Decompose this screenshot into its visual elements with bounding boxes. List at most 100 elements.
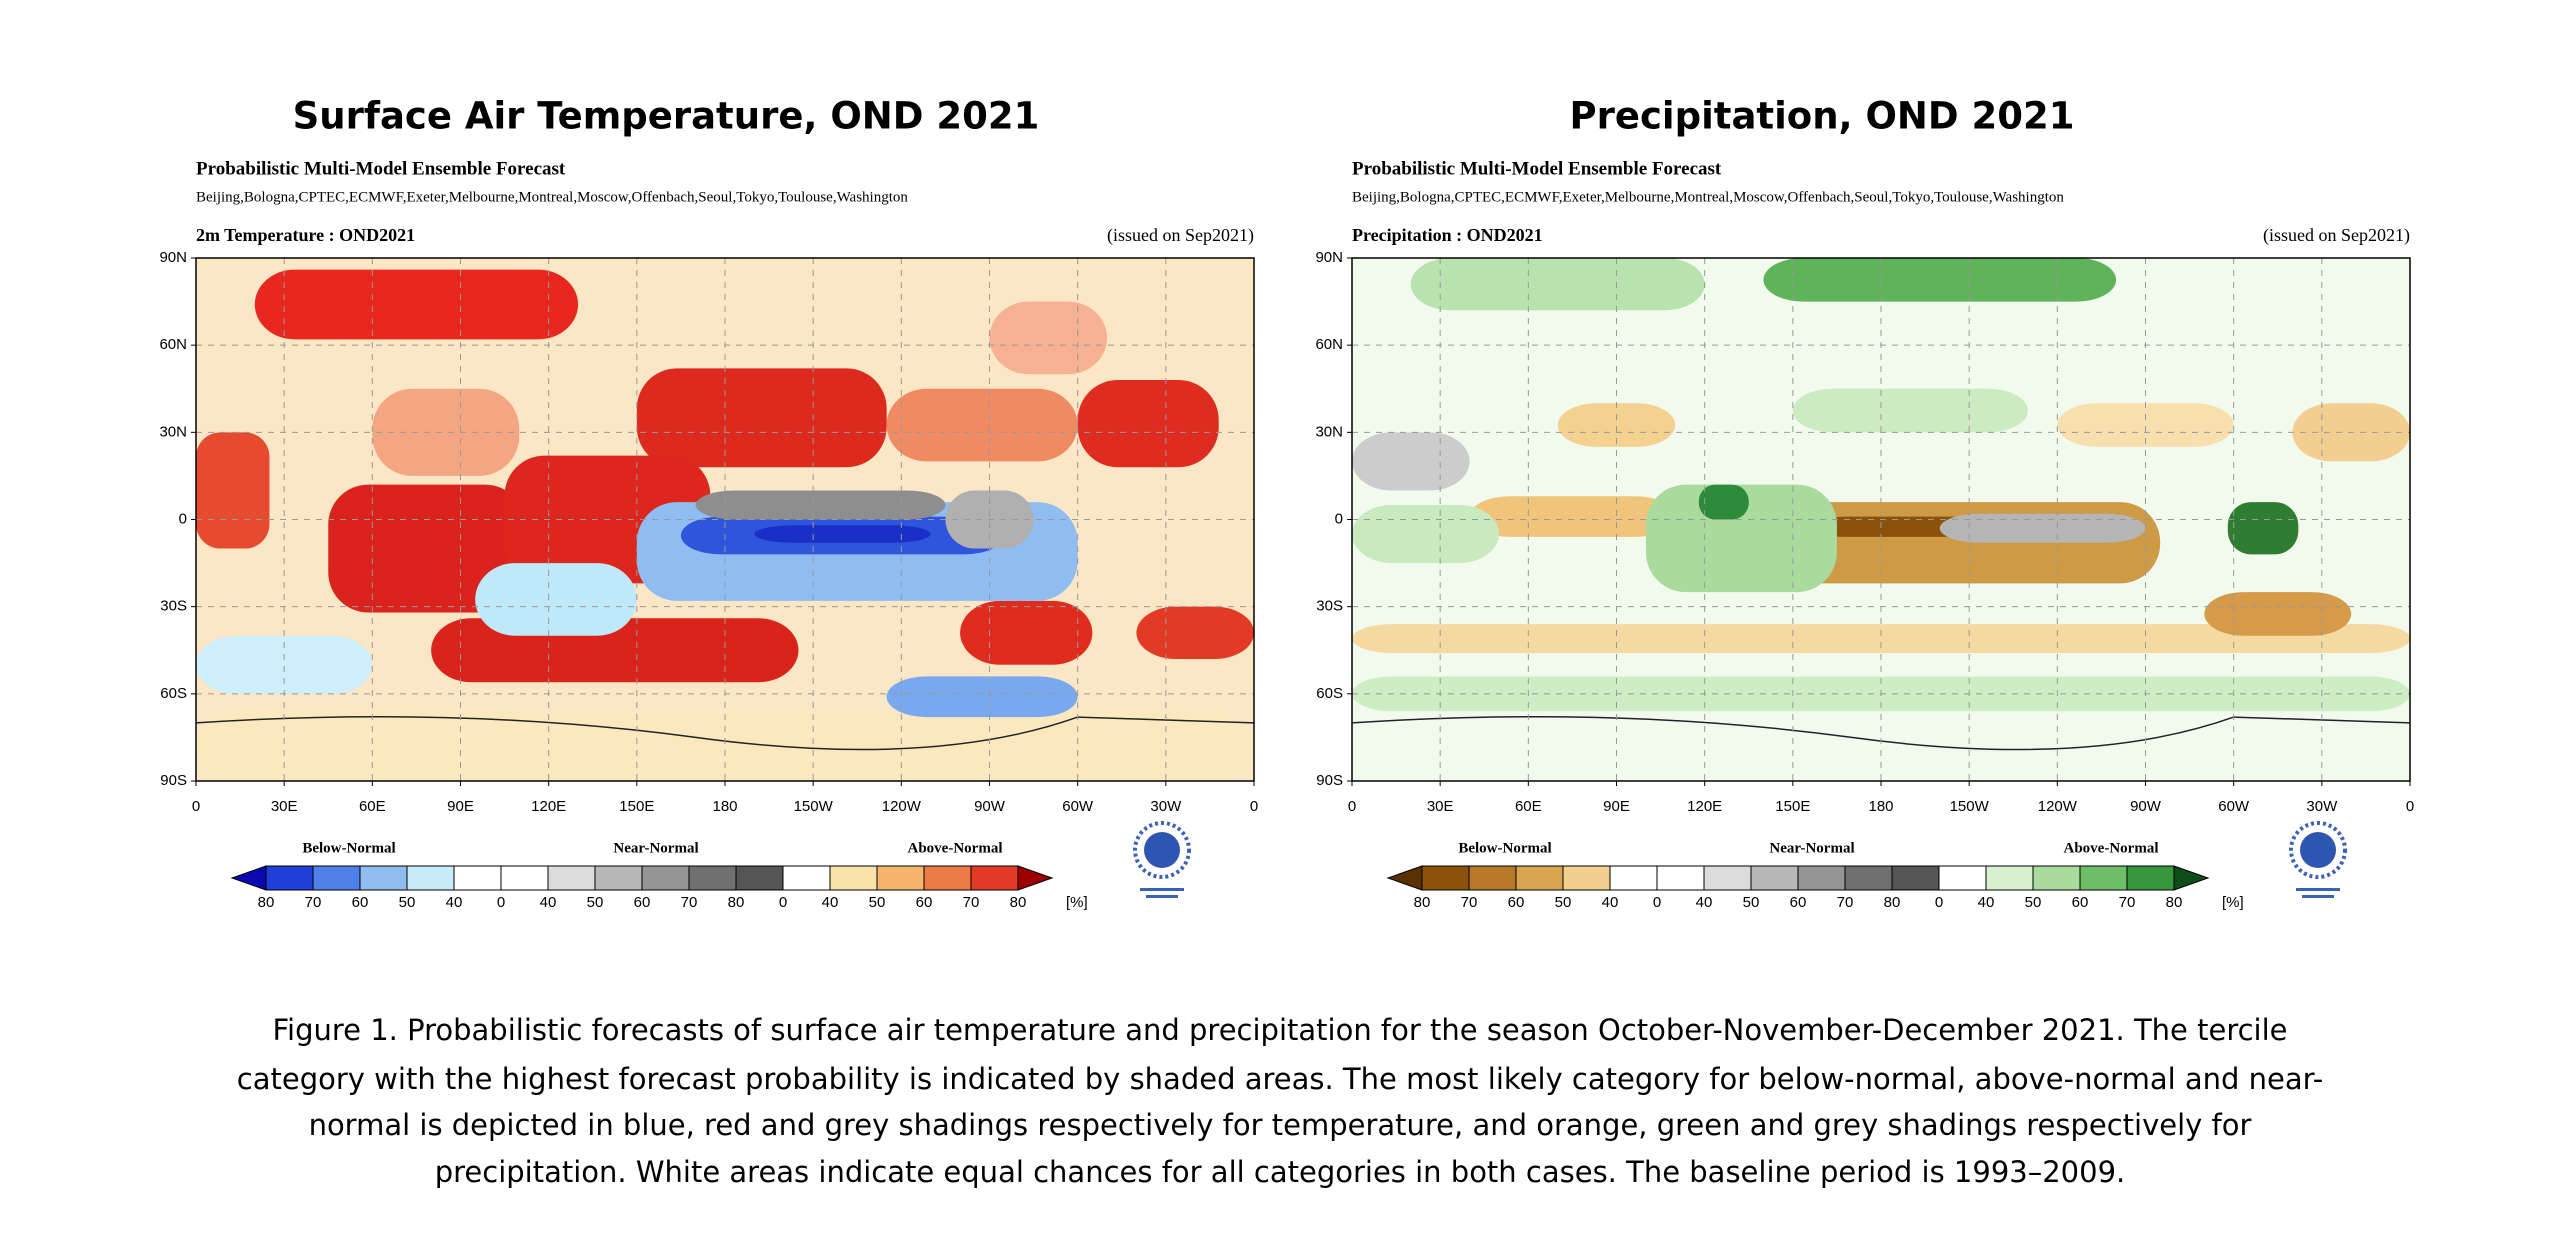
colorbar-label: 40 <box>1696 894 1713 911</box>
colorbar-end <box>230 865 267 891</box>
shaded-area <box>886 676 1078 718</box>
colorbar-box <box>1515 865 1564 891</box>
colorbar-box <box>500 865 549 891</box>
colorbar-unit: [%] <box>1066 894 1088 911</box>
lon-label: 120E <box>1687 798 1722 815</box>
lat-label: 30S <box>1316 598 1343 615</box>
lat-label: 60N <box>159 336 187 353</box>
lon-label: 60W <box>2218 798 2250 815</box>
shaded-area <box>1352 504 1499 564</box>
colorbar-box <box>1985 865 2034 891</box>
lon-label: 180 <box>712 798 737 815</box>
coastline <box>1352 715 2410 751</box>
map-label: Precipitation : OND2021 <box>1352 225 1543 245</box>
colorbar-end <box>1386 865 1423 891</box>
colorbar-unit: [%] <box>2222 894 2244 911</box>
shaded-area <box>196 711 1254 781</box>
shaded-area <box>254 269 579 340</box>
colorbar-label: 0 <box>1653 894 1661 911</box>
lon-label: 0 <box>1250 798 1258 815</box>
logo-text <box>2296 888 2340 891</box>
colorbar-box <box>876 865 925 891</box>
contributing-centres: Beijing,Bologna,CPTEC,ECMWF,Exeter,Melbo… <box>1352 189 2064 205</box>
lon-label: 30W <box>2306 798 2338 815</box>
shaded-area <box>989 301 1108 375</box>
issued-date: (issued on Sep2021) <box>2263 225 2410 246</box>
lon-label: 60W <box>1062 798 1094 815</box>
colorbar-label: 60 <box>1790 894 1807 911</box>
shaded-area <box>475 563 637 636</box>
map-header: Probabilistic Multi-Model Ensemble Forec… <box>1352 158 1722 179</box>
lon-label: 150W <box>794 798 834 815</box>
colorbar-box <box>1938 865 1987 891</box>
legend-category: Near-Normal <box>1769 840 1854 856</box>
issued-date: (issued on Sep2021) <box>1107 225 1254 246</box>
lon-label: 150E <box>1775 798 1810 815</box>
colorbar-label: 40 <box>1978 894 1995 911</box>
logo-ring <box>1133 821 1191 879</box>
colorbar-box <box>312 865 361 891</box>
shaded-area <box>636 368 887 468</box>
panel-title: Precipitation, OND 2021 <box>1570 95 2075 138</box>
legend-category: Above-Normal <box>2064 840 2159 856</box>
shaded-area <box>1469 496 1676 537</box>
lat-label: 90S <box>1316 772 1343 789</box>
lon-label: 90E <box>1603 798 1630 815</box>
panel-title: Surface Air Temperature, OND 2021 <box>293 95 1040 138</box>
shaded-area <box>196 635 373 694</box>
lat-label: 0 <box>1335 510 1343 527</box>
colorbar-label: 50 <box>587 894 604 911</box>
lat-label: 30N <box>1315 423 1343 440</box>
map <box>1352 258 2410 781</box>
lat-label: 90N <box>1315 249 1343 266</box>
lon-label: 30W <box>1150 798 1182 815</box>
lat-label: 30N <box>159 423 187 440</box>
colorbar-box <box>923 865 972 891</box>
lon-label: 30E <box>1427 798 1454 815</box>
colorbar-box <box>641 865 690 891</box>
map-frame <box>1351 257 2411 782</box>
shaded-area <box>1645 484 1837 593</box>
colorbar-label: 80 <box>1884 894 1901 911</box>
shaded-area <box>2057 403 2234 447</box>
logo-globe <box>1144 832 1180 868</box>
colorbar-box <box>1656 865 1705 891</box>
shaded-area <box>1939 513 2146 543</box>
colorbar-box <box>829 865 878 891</box>
colorbar-box <box>1562 865 1611 891</box>
shaded-area <box>1698 484 1749 520</box>
shaded-area <box>2227 502 2299 555</box>
colorbar-box <box>1468 865 1517 891</box>
lon-label: 180 <box>1868 798 1893 815</box>
colorbar-label: 80 <box>2166 894 2183 911</box>
panel: Precipitation, OND 2021 Probabilistic Mul… <box>1315 95 2414 911</box>
caption-line: category with the highest forecast proba… <box>237 1062 2323 1096</box>
colorbar-box <box>1609 865 1658 891</box>
lat-label: 60N <box>1315 336 1343 353</box>
shaded-area <box>754 525 931 543</box>
lon-label: 120W <box>882 798 922 815</box>
colorbar-box <box>782 865 831 891</box>
shaded-area <box>2204 592 2352 636</box>
lon-label: 30E <box>271 798 298 815</box>
colorbar-label: 80 <box>258 894 275 911</box>
lon-label: 120E <box>531 798 566 815</box>
colorbar-label: 80 <box>1010 894 1027 911</box>
shaded-area <box>886 388 1078 462</box>
colorbar-end <box>2173 865 2210 891</box>
map <box>196 258 1254 781</box>
caption-line: Figure 1. Probabilistic forecasts of sur… <box>272 1013 2287 1047</box>
colorbar-box <box>453 865 502 891</box>
colorbar-label: 70 <box>305 894 322 911</box>
lat-label: 90S <box>160 772 187 789</box>
lon-label: 150W <box>1950 798 1990 815</box>
map-header: Probabilistic Multi-Model Ensemble Forec… <box>196 158 566 179</box>
colorbar-label: 60 <box>2072 894 2089 911</box>
legend-category: Above-Normal <box>908 840 1003 856</box>
shaded-area <box>372 388 520 476</box>
lon-label: 60E <box>1515 798 1542 815</box>
lon-label: 150E <box>619 798 654 815</box>
lon-label: 0 <box>1348 798 1356 815</box>
colorbar-box <box>265 865 314 891</box>
